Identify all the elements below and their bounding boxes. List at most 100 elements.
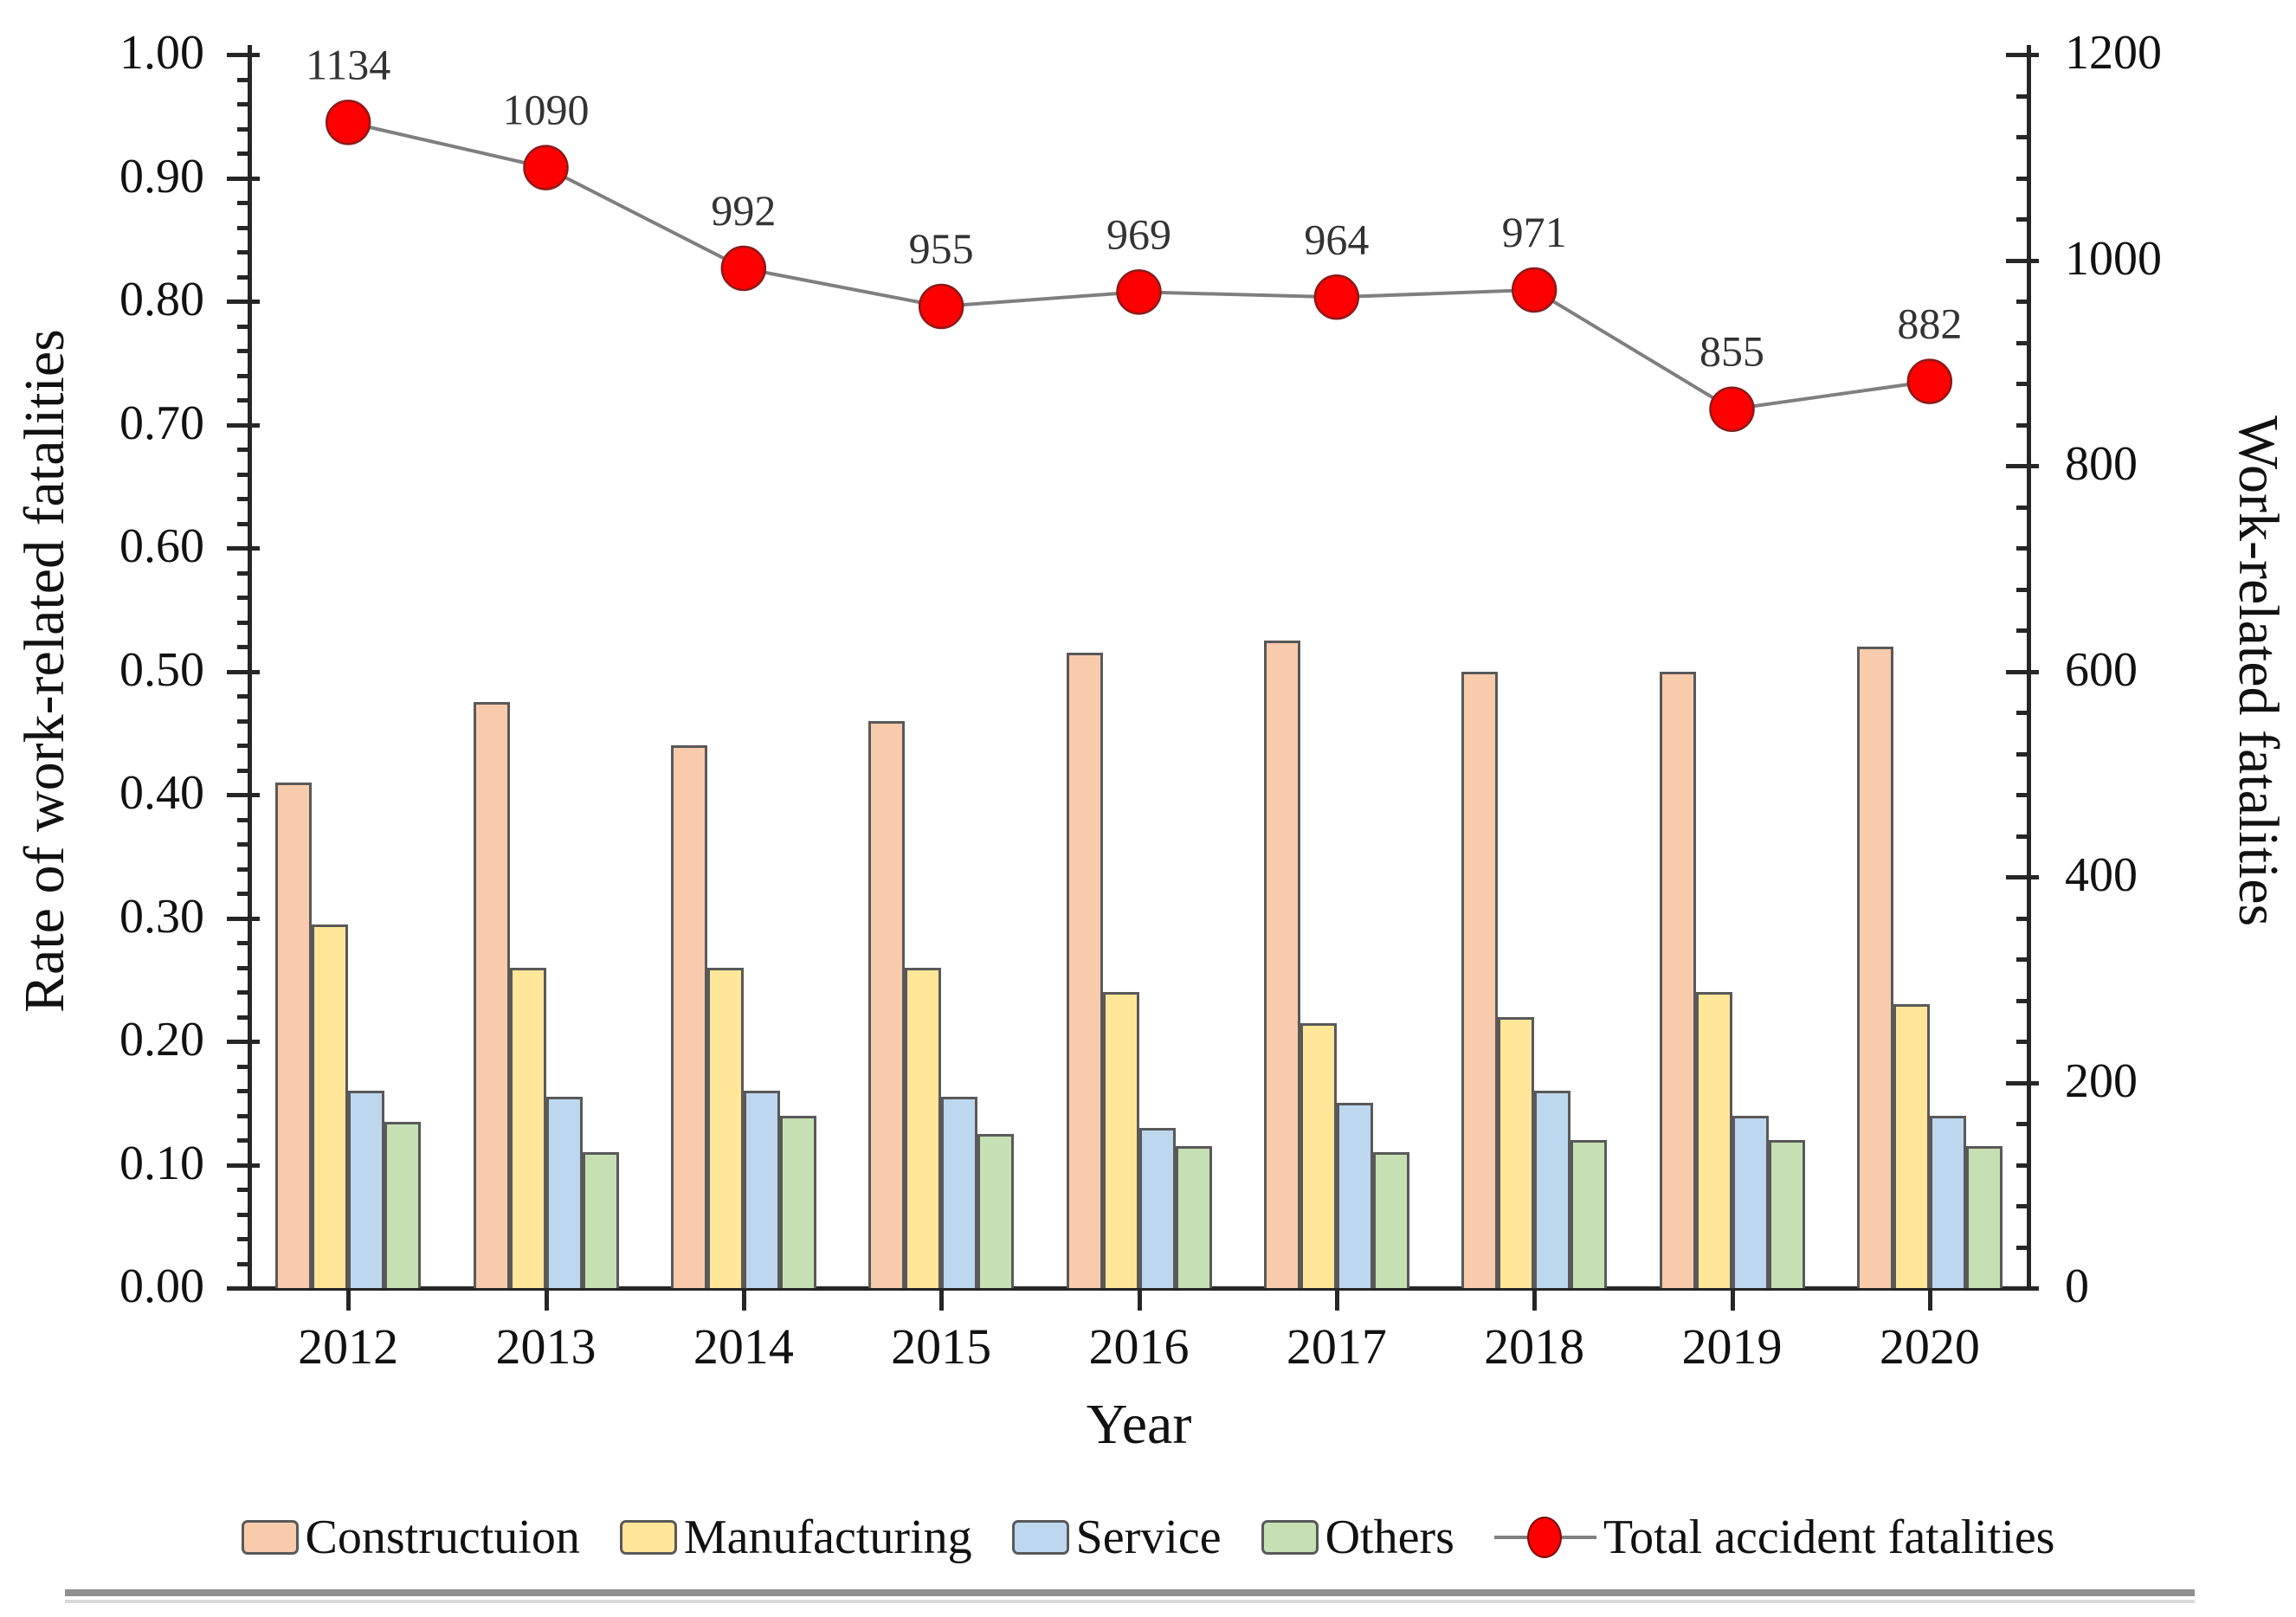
left-axis-minor-tick (237, 472, 249, 477)
left-axis-minor-tick (237, 521, 249, 526)
left-axis-line (248, 45, 252, 1290)
right-axis-major-tick (2006, 53, 2039, 57)
left-axis-major-tick (227, 916, 260, 921)
x-axis-tick (346, 1288, 351, 1311)
left-axis-major-tick (227, 1040, 260, 1044)
right-axis-major-tick (2006, 875, 2039, 879)
right-axis-minor-tick (2016, 340, 2028, 345)
x-axis-tick (1137, 1288, 1142, 1311)
left-axis-minor-tick (237, 126, 249, 132)
right-axis-tick-label: 400 (2065, 848, 2138, 902)
left-axis-minor-tick (237, 842, 249, 847)
bar-manufacturing-2014 (706, 967, 744, 1288)
bar-constructuion-2014 (670, 745, 707, 1288)
left-axis-minor-tick (237, 201, 249, 205)
x-axis-year-label: 2013 (495, 1318, 597, 1375)
total-fatalities-data-label: 955 (909, 224, 974, 273)
bar-constructuion-2016 (1066, 653, 1103, 1288)
left-axis-minor-tick (237, 596, 249, 600)
total-fatalities-marker-2012 (325, 100, 371, 145)
bar-others-2014 (779, 1115, 816, 1288)
left-axis-minor-tick (237, 324, 249, 329)
legend: Constructuion Manufacturing Service Others T… (0, 1496, 2296, 1579)
right-axis-major-tick (2006, 464, 2039, 468)
bar-others-2017 (1372, 1152, 1409, 1288)
left-axis-tick-label: 0.10 (119, 1136, 204, 1190)
left-axis-minor-tick (237, 965, 249, 970)
left-axis-minor-tick (237, 990, 249, 995)
total-fatalities-marker-2016 (1116, 269, 1162, 315)
total-fatalities-data-label: 1134 (306, 40, 390, 88)
left-axis-minor-tick (237, 768, 249, 773)
bar-manufacturing-2016 (1102, 992, 1139, 1288)
left-axis-minor-tick (237, 225, 249, 230)
right-axis-minor-tick (2016, 217, 2028, 222)
left-axis-tick-label: 0.70 (119, 396, 204, 450)
bar-constructuion-2020 (1856, 647, 1893, 1288)
x-axis-title: Year (1086, 1393, 1192, 1456)
bottom-rule-shadow (65, 1600, 2195, 1603)
left-axis-major-tick (227, 546, 260, 551)
left-axis-major-tick (227, 53, 260, 57)
x-axis-tick (544, 1288, 549, 1311)
left-axis-minor-tick (237, 1261, 249, 1266)
total-fatalities-data-label: 969 (1106, 209, 1171, 258)
bar-service-2020 (1929, 1115, 1966, 1288)
right-axis-minor-tick (2016, 998, 2028, 1003)
total-fatalities-data-label: 992 (711, 186, 776, 235)
left-axis-minor-tick (237, 274, 249, 280)
legend-swatch-icon (619, 1520, 677, 1555)
left-axis-minor-tick (237, 718, 249, 724)
left-axis-minor-tick (237, 151, 249, 156)
total-fatalities-data-label: 971 (1502, 208, 1567, 256)
total-fatalities-marker-2017 (1313, 274, 1360, 320)
total-fatalities-marker-2013 (523, 145, 569, 190)
left-axis-minor-tick (237, 1188, 249, 1192)
x-axis-year-label: 2016 (1088, 1318, 1190, 1375)
legend-line-marker-icon (1493, 1516, 1596, 1559)
bar-others-2012 (384, 1121, 422, 1288)
total-fatalities-marker-2014 (720, 245, 767, 292)
x-axis-tick (1730, 1288, 1735, 1311)
left-axis-tick-label: 0.50 (119, 642, 204, 697)
left-axis-minor-tick (237, 250, 249, 254)
x-axis-year-label: 2018 (1484, 1318, 1585, 1375)
bar-manufacturing-2012 (312, 924, 349, 1288)
bar-constructuion-2012 (275, 782, 313, 1288)
legend-label: Total accident fatalities (1603, 1511, 2055, 1564)
bar-service-2018 (1534, 1091, 1571, 1288)
total-fatalities-marker-2018 (1511, 267, 1558, 313)
x-axis-year-label: 2019 (1681, 1318, 1783, 1375)
bar-service-2014 (743, 1091, 780, 1288)
right-axis-minor-tick (2016, 1204, 2028, 1208)
left-axis-minor-tick (237, 620, 249, 625)
bar-service-2015 (941, 1097, 978, 1288)
bottom-rule (65, 1589, 2195, 1596)
left-axis-minor-tick (237, 373, 249, 378)
bar-constructuion-2013 (473, 702, 510, 1288)
left-axis-tick-label: 0.20 (119, 1013, 204, 1066)
bar-service-2016 (1138, 1127, 1176, 1288)
left-axis-tick-label: 0.60 (119, 519, 204, 573)
bar-manufacturing-2020 (1893, 1004, 1930, 1288)
left-axis-major-tick (227, 669, 260, 674)
right-axis-minor-tick (2016, 176, 2028, 181)
bar-constructuion-2015 (868, 720, 906, 1288)
right-axis-minor-tick (2016, 711, 2028, 715)
left-axis-minor-tick (237, 941, 249, 945)
right-axis-minor-tick (2016, 834, 2028, 839)
right-axis-minor-tick (2016, 505, 2028, 510)
right-axis-tick-label: 200 (2065, 1053, 2138, 1108)
bar-manufacturing-2017 (1300, 1022, 1337, 1288)
left-axis-major-tick (227, 422, 260, 428)
x-axis-year-label: 2020 (1879, 1318, 1980, 1375)
left-axis-minor-tick (237, 892, 249, 896)
right-axis-minor-tick (2016, 1122, 2028, 1126)
bar-others-2016 (1175, 1146, 1212, 1288)
right-axis-minor-tick (2016, 135, 2028, 139)
right-axis-minor-tick (2016, 422, 2028, 428)
bar-others-2013 (582, 1152, 619, 1288)
right-axis-line (2027, 45, 2031, 1290)
legend-swatch-icon (1261, 1520, 1319, 1555)
right-axis-minor-tick (2016, 587, 2028, 592)
